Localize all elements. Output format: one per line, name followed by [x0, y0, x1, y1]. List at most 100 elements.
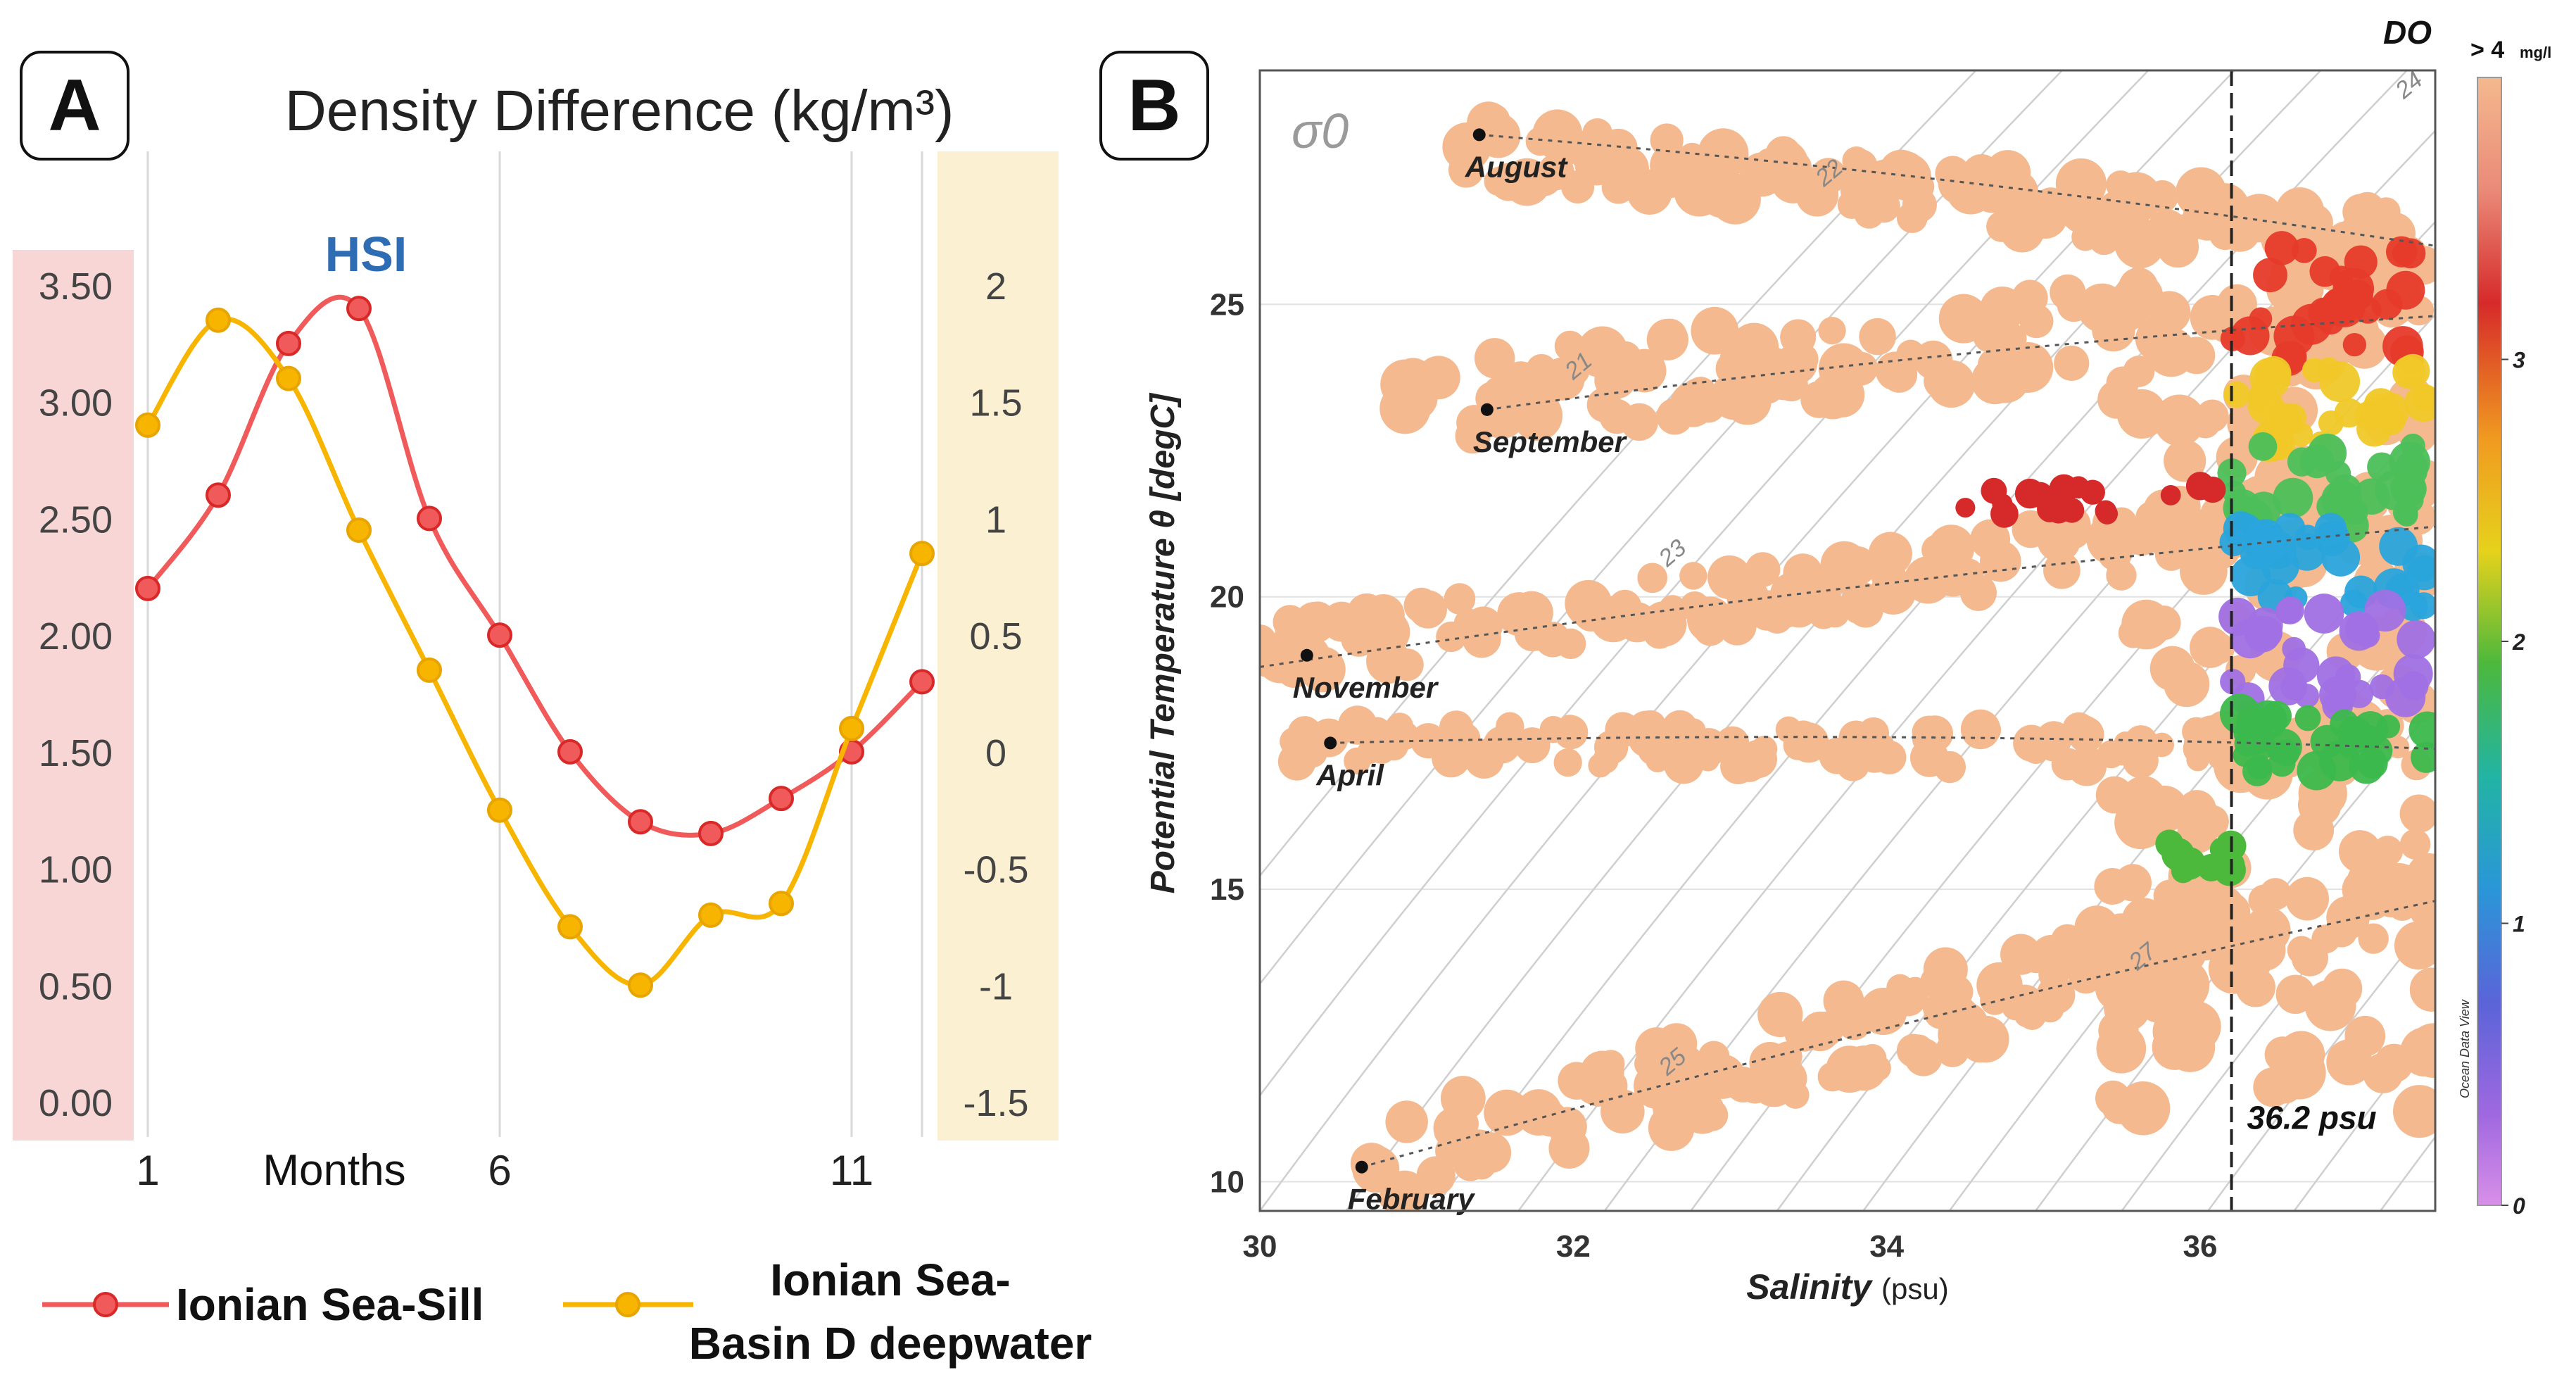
do-cluster-point — [2288, 422, 2313, 447]
dense-block-point — [2253, 1067, 2293, 1107]
do-cluster-point — [2283, 647, 2320, 684]
dense-block-point — [2344, 1015, 2386, 1057]
august-band-point — [2341, 210, 2382, 250]
august-band-point — [1718, 185, 1755, 222]
august-band-point — [2014, 203, 2053, 241]
november-band-point — [1679, 562, 1707, 590]
april-band-point — [1917, 715, 1954, 752]
february-band-point — [1648, 1105, 1695, 1151]
september-band-point — [1780, 319, 1817, 356]
august-band-point — [1561, 170, 1595, 204]
do-cluster-point — [2344, 613, 2376, 645]
november-band-point — [1840, 582, 1883, 625]
dense-block-point — [2116, 1081, 2171, 1136]
april-band-point — [1280, 727, 1308, 756]
left-axis-tick: 0.50 — [39, 965, 113, 1007]
february-band-point — [1857, 1043, 1887, 1073]
august-band-point — [1968, 164, 2017, 213]
dense-block-point — [2086, 513, 2138, 565]
february-band-point — [2036, 975, 2076, 1014]
series-0-point-10 — [769, 786, 794, 812]
x-axis-tick: 11 — [830, 1147, 873, 1194]
series-1-point-7 — [557, 914, 583, 940]
colorbar-tick-label: 0 — [2513, 1193, 2525, 1219]
isopycnal-line — [1603, 220, 2435, 1211]
february-band-point — [1597, 1050, 1625, 1078]
do-cluster-point — [2371, 392, 2409, 431]
do-red-streak-point — [1992, 493, 2013, 515]
february-band-point — [1656, 1023, 1698, 1064]
september-band-point — [1845, 353, 1878, 386]
september-band-point — [1608, 341, 1641, 374]
august-band-point — [1475, 113, 1521, 158]
legend-basin-label-line1: Ionian Sea- — [770, 1255, 1010, 1305]
dense-block-point — [2235, 967, 2276, 1007]
do-cluster-point — [2342, 279, 2373, 311]
february-band-point — [2068, 959, 2104, 994]
left-axis-tick: 1.50 — [39, 732, 113, 774]
dense-block-point — [2121, 599, 2171, 650]
april-band-point — [1514, 727, 1551, 764]
dense-block-point — [2155, 915, 2189, 949]
dense-block-point — [2347, 859, 2391, 903]
dense-block-point — [2180, 547, 2228, 595]
april-band-point — [1676, 727, 1699, 750]
series-1-point-5 — [417, 657, 442, 683]
right-axis-tick: 1 — [985, 498, 1006, 541]
dense-block-point — [2409, 967, 2435, 1012]
isopycnal-line — [2207, 913, 2435, 1211]
do-cluster-point — [2261, 701, 2292, 731]
do-cluster-point — [2317, 357, 2341, 381]
august-band-point — [1703, 142, 1733, 172]
february-band-point — [2399, 829, 2431, 860]
february-band-point — [1943, 997, 1979, 1032]
february-band-point — [2031, 934, 2072, 976]
february-band-point — [1936, 1033, 1969, 1067]
dense-block-point — [2372, 836, 2404, 867]
april-band-point — [1750, 736, 1778, 762]
do-cluster-point — [2304, 593, 2344, 634]
isopycnal-line — [2121, 807, 2435, 1211]
legend-sill-marker — [93, 1292, 118, 1317]
do-cluster-point — [2395, 503, 2418, 527]
april-band-point — [1436, 730, 1463, 758]
panel-a-badge: A — [20, 51, 130, 161]
x-axis-tick: 6 — [488, 1147, 511, 1194]
february-band-point — [2018, 1002, 2046, 1030]
do-cluster-point — [2294, 705, 2321, 731]
series-0-point-2 — [206, 482, 231, 508]
do-cluster-point — [2250, 733, 2276, 760]
september-band-point — [2094, 287, 2128, 320]
do-cluster-point — [2223, 381, 2251, 408]
dense-block-point — [2096, 1023, 2147, 1074]
do-cluster-point — [2264, 231, 2299, 265]
do-green-patch-point — [2173, 849, 2204, 879]
y-axis-tick: 25 — [1210, 287, 1244, 322]
month-marker-april — [1324, 736, 1337, 750]
september-band-point — [1541, 368, 1570, 397]
november-band-point — [1464, 606, 1503, 646]
do-cluster-point — [2397, 620, 2435, 659]
september-band-point — [2135, 317, 2179, 361]
left-axis-tick: 0.00 — [39, 1082, 113, 1124]
september-band-point — [2012, 279, 2048, 316]
x-axis-label: Months — [263, 1146, 405, 1195]
colorbar-tick-label: 2 — [2512, 629, 2525, 655]
legend-basin-marker — [615, 1292, 640, 1317]
april-band-point — [1605, 712, 1641, 748]
left-axis-tick: 2.00 — [39, 615, 113, 658]
february-band-point — [1385, 1100, 1428, 1143]
series-1-point-10 — [769, 891, 794, 917]
dense-block-point — [2121, 776, 2166, 822]
series-1-point-12 — [909, 541, 935, 567]
series-0-point-4 — [346, 296, 372, 322]
february-band-point — [1860, 987, 1907, 1036]
february-band-point — [1548, 1127, 1590, 1169]
do-cluster-point — [2316, 656, 2355, 695]
april-band-point — [2066, 746, 2107, 786]
september-band-point — [1810, 372, 1857, 420]
do-cluster-point — [2248, 432, 2278, 461]
august-band-point — [1538, 115, 1571, 148]
trajectory-line-1 — [1486, 315, 2435, 411]
month-marker-november — [1300, 648, 1313, 662]
